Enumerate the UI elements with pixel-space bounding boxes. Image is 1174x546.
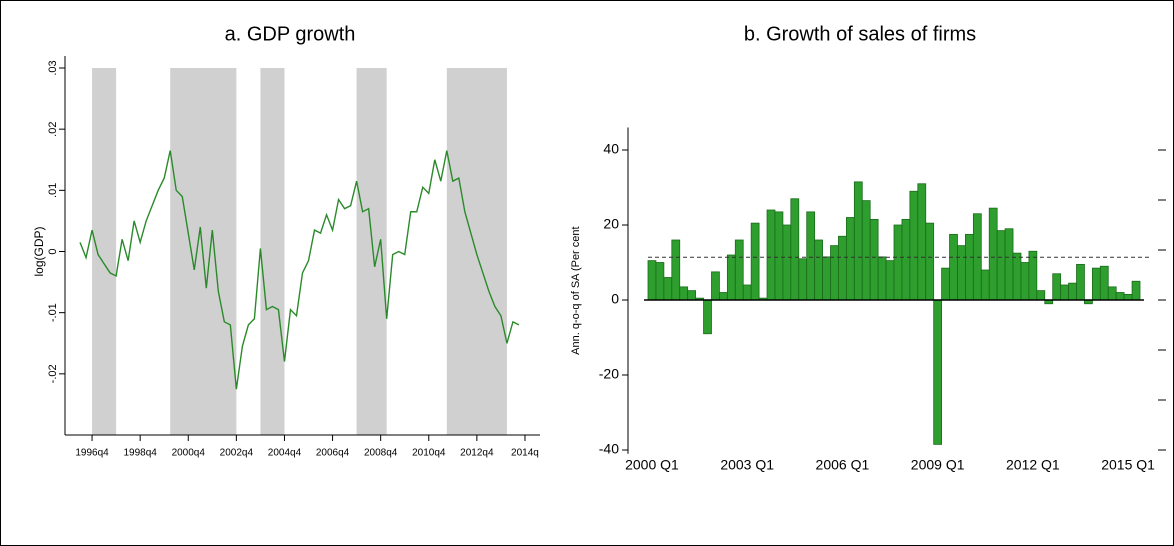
bar: [1115, 292, 1125, 301]
bar: [798, 258, 808, 301]
x-tick-label: 2008q4: [364, 448, 398, 459]
bar: [1012, 252, 1022, 301]
right-axis-ticks: [1158, 149, 1166, 451]
bar: [1028, 250, 1038, 301]
bar: [1107, 286, 1117, 301]
x-tick-label: 2000 Q1: [625, 456, 679, 472]
y-tick-label: 20: [603, 216, 619, 232]
y-tick-label: -.02: [47, 364, 59, 383]
y-axis-label: log(GDP): [32, 226, 46, 276]
bar: [790, 198, 800, 301]
bar: [734, 239, 744, 301]
chart-title: b. Growth of sales of firms: [744, 23, 976, 45]
y-tick-label: 40: [603, 141, 619, 157]
y-tick-label: -.01: [47, 303, 59, 322]
bar: [861, 200, 871, 301]
shaded-period: [260, 68, 285, 435]
x-tick-label: 2012 Q1: [1006, 456, 1060, 472]
y-axis-label: Ann. q-o-q of SA (Per cent: [570, 226, 582, 354]
bar: [965, 233, 974, 301]
shaded-period: [92, 68, 117, 435]
bar: [925, 222, 935, 301]
bar: [766, 209, 776, 301]
y-tick-label: 0: [47, 248, 59, 254]
bar: [830, 245, 839, 301]
bar: [1060, 284, 1069, 301]
bar: [782, 224, 792, 301]
bar: [949, 233, 958, 301]
y-tick-label: -20: [599, 366, 619, 382]
bar: [822, 256, 831, 301]
bar: [845, 217, 855, 301]
chart-title: a. GDP growth: [225, 23, 356, 45]
bar: [901, 218, 911, 301]
bar: [711, 271, 720, 301]
bar: [1099, 265, 1109, 301]
x-tick-label: 2009 Q1: [911, 456, 965, 472]
bar: [877, 256, 887, 301]
bar: [869, 218, 879, 301]
y-tick-label: .01: [47, 183, 59, 198]
bar: [1052, 273, 1062, 301]
bar: [893, 224, 903, 301]
y-tick-label: .03: [47, 60, 59, 75]
bar: [1020, 262, 1030, 301]
bar: [988, 207, 998, 301]
x-tick-label: 2003 Q1: [720, 456, 774, 472]
bar: [957, 245, 966, 301]
bar: [703, 299, 712, 335]
bar: [1004, 228, 1014, 301]
x-tick-label: 2004q4: [268, 448, 302, 459]
bar: [719, 292, 728, 301]
bar: [663, 277, 673, 301]
x-tick-label: 2002q4: [220, 448, 254, 459]
bar: [750, 222, 760, 301]
bar: [917, 183, 927, 301]
x-tick-label: 2006q4: [316, 448, 350, 459]
bar: [909, 190, 919, 301]
bar: [941, 267, 950, 301]
shaded-period: [446, 68, 507, 435]
y-tick-label: -40: [599, 441, 619, 457]
bar: [647, 260, 657, 301]
bar: [885, 260, 895, 301]
bar: [933, 299, 943, 445]
bar: [980, 269, 990, 301]
bar: [655, 262, 665, 301]
bar: [1131, 280, 1141, 301]
bar: [1123, 293, 1133, 301]
x-tick-label: 2010q4: [412, 448, 446, 459]
x-tick-label: 2000q4: [172, 448, 206, 459]
x-tick-label: 2015 Q1: [1101, 456, 1155, 472]
bar: [853, 181, 863, 301]
bar: [1091, 267, 1101, 301]
y-tick-label: .02: [47, 122, 59, 137]
bar: [1068, 282, 1077, 301]
y-tick-label: 0: [611, 291, 619, 307]
bar: [814, 239, 823, 301]
x-tick-label: 2012q4: [460, 448, 494, 459]
bar: [838, 235, 847, 301]
x-tick-label: 2014q: [511, 448, 539, 459]
bar: [671, 239, 681, 301]
bar: [1076, 263, 1085, 301]
bar: [726, 254, 736, 301]
bar: [687, 290, 697, 301]
bar: [1036, 290, 1046, 301]
bar: [679, 286, 689, 301]
x-tick-label: 1996q4: [75, 448, 109, 459]
x-tick-label: 2006 Q1: [816, 456, 870, 472]
bar: [996, 230, 1006, 301]
bar: [774, 211, 784, 301]
x-tick-label: 1998q4: [123, 448, 157, 459]
bar: [742, 284, 752, 301]
bar: [806, 211, 816, 301]
gdp-line: [79, 150, 520, 390]
